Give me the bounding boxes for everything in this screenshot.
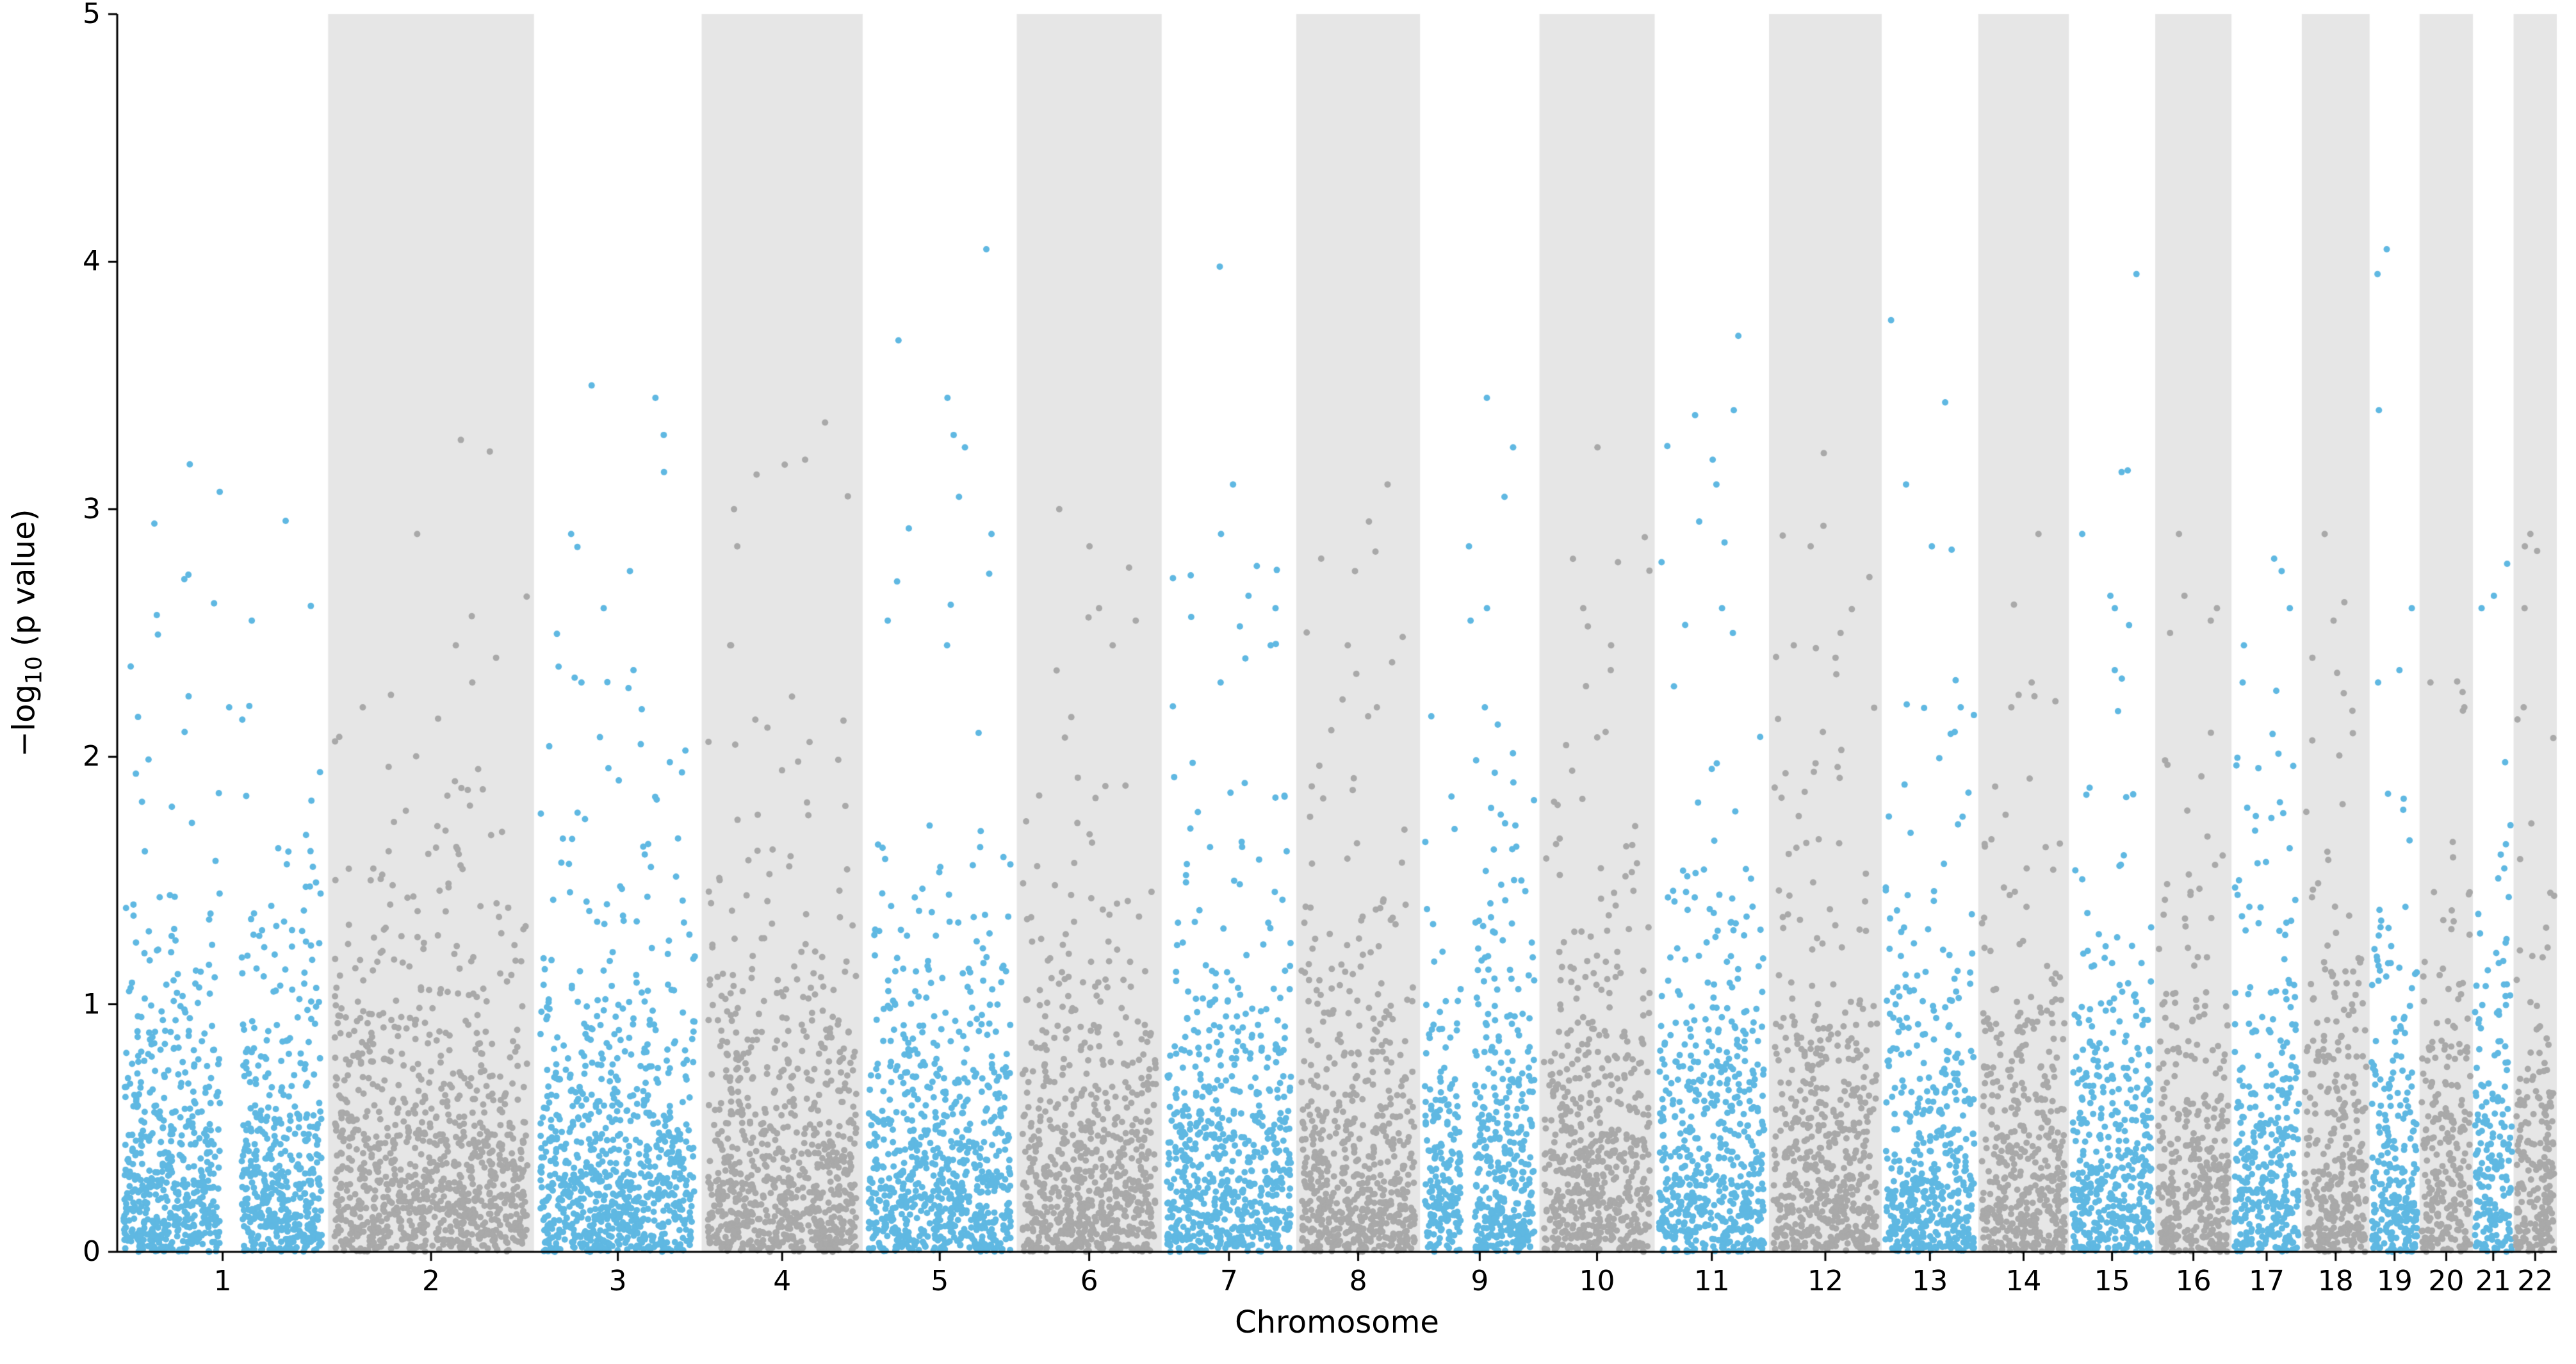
manhattan-plot-canvas (0, 0, 2576, 1364)
